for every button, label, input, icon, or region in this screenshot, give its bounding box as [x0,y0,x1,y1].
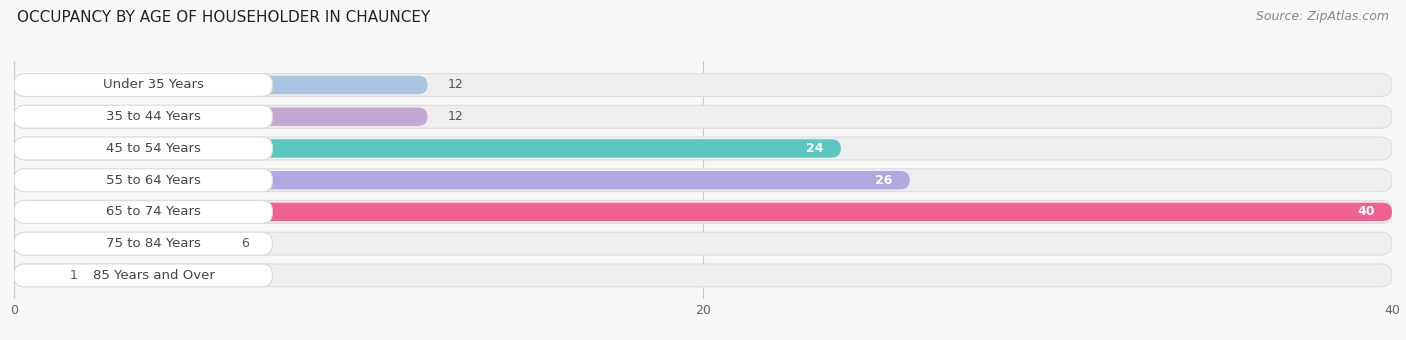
Text: 12: 12 [449,79,464,91]
FancyBboxPatch shape [14,169,273,192]
FancyBboxPatch shape [14,105,1392,128]
Text: 55 to 64 Years: 55 to 64 Years [105,174,201,187]
FancyBboxPatch shape [14,232,273,255]
FancyBboxPatch shape [14,264,1392,287]
FancyBboxPatch shape [14,107,427,126]
FancyBboxPatch shape [14,73,273,97]
FancyBboxPatch shape [14,235,221,253]
FancyBboxPatch shape [14,264,273,287]
FancyBboxPatch shape [14,169,1392,192]
Text: 26: 26 [875,174,893,187]
Text: 24: 24 [806,142,824,155]
FancyBboxPatch shape [14,137,1392,160]
Text: Under 35 Years: Under 35 Years [103,79,204,91]
FancyBboxPatch shape [14,105,273,128]
Text: 6: 6 [242,237,249,250]
Text: 1: 1 [69,269,77,282]
Text: 75 to 84 Years: 75 to 84 Years [105,237,201,250]
Text: 85 Years and Over: 85 Years and Over [93,269,215,282]
Text: 40: 40 [1357,205,1375,218]
FancyBboxPatch shape [14,139,841,158]
FancyBboxPatch shape [14,201,1392,223]
FancyBboxPatch shape [14,203,1392,221]
FancyBboxPatch shape [14,201,273,223]
FancyBboxPatch shape [14,137,273,160]
FancyBboxPatch shape [14,266,48,285]
Text: 65 to 74 Years: 65 to 74 Years [105,205,201,218]
FancyBboxPatch shape [14,73,1392,97]
FancyBboxPatch shape [14,232,1392,255]
FancyBboxPatch shape [14,171,910,189]
Text: 12: 12 [449,110,464,123]
Text: OCCUPANCY BY AGE OF HOUSEHOLDER IN CHAUNCEY: OCCUPANCY BY AGE OF HOUSEHOLDER IN CHAUN… [17,10,430,25]
Text: 45 to 54 Years: 45 to 54 Years [105,142,201,155]
FancyBboxPatch shape [14,76,427,94]
Text: Source: ZipAtlas.com: Source: ZipAtlas.com [1256,10,1389,23]
Text: 35 to 44 Years: 35 to 44 Years [105,110,201,123]
